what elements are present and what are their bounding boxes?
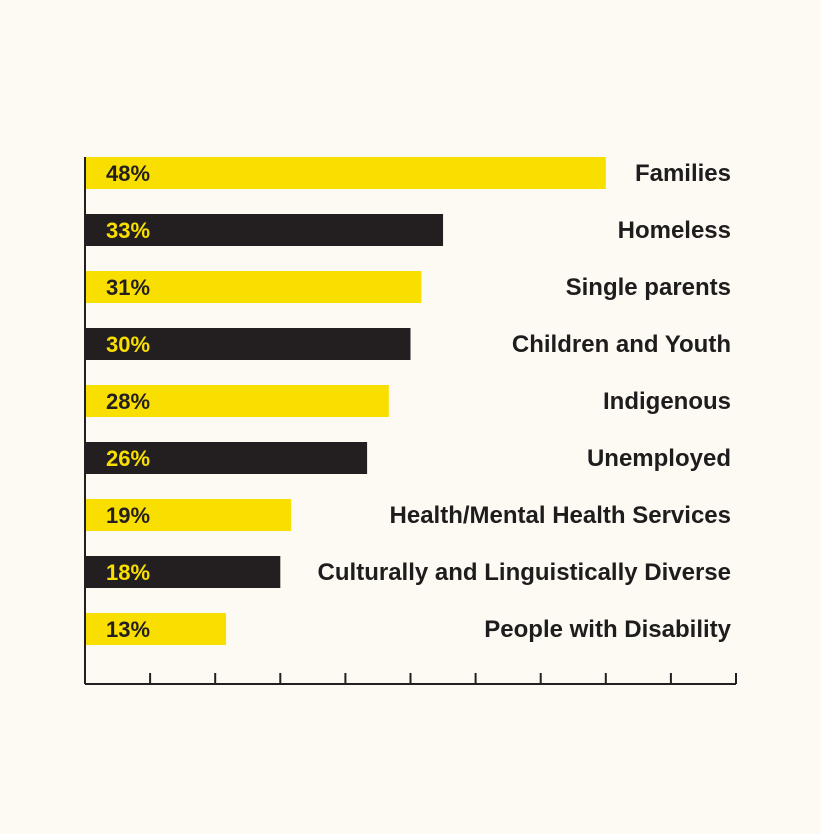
bar xyxy=(85,157,606,189)
category-label: Families xyxy=(635,160,731,187)
category-label: Children and Youth xyxy=(512,331,731,358)
category-label: Culturally and Linguistically Diverse xyxy=(318,559,731,586)
category-label: People with Disability xyxy=(484,616,731,643)
category-label: Health/Mental Health Services xyxy=(390,502,731,529)
bar-value-label: 28% xyxy=(106,389,150,414)
bar-value-label: 18% xyxy=(106,560,150,585)
bar-value-label: 33% xyxy=(106,218,150,243)
category-label: Unemployed xyxy=(587,445,731,472)
bar-value-label: 19% xyxy=(106,503,150,528)
category-label: Homeless xyxy=(618,217,731,244)
bar xyxy=(85,556,281,588)
bar-value-label: 26% xyxy=(106,446,150,471)
bar xyxy=(85,613,227,645)
bar xyxy=(85,499,292,531)
bar xyxy=(85,328,411,360)
bar xyxy=(85,442,368,474)
bar xyxy=(85,214,444,246)
bar-value-label: 13% xyxy=(106,617,150,642)
bar-value-label: 30% xyxy=(106,332,150,357)
category-label: Single parents xyxy=(566,274,731,301)
bar-value-label: 48% xyxy=(106,161,150,186)
bar xyxy=(85,271,422,303)
bar-value-label: 31% xyxy=(106,275,150,300)
bar xyxy=(85,385,389,417)
category-label: Indigenous xyxy=(603,388,731,415)
